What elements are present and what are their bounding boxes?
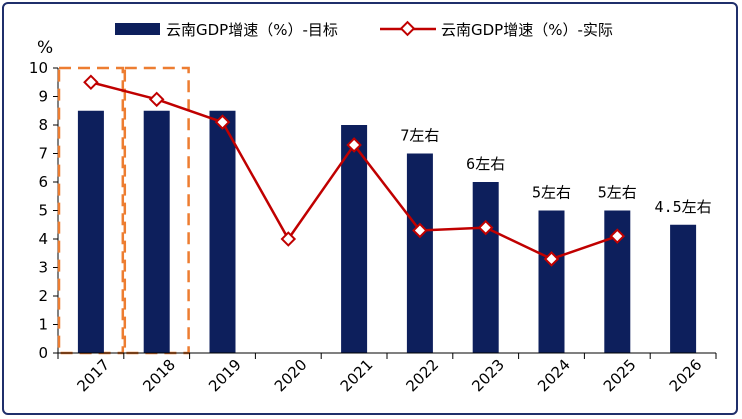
x-tick-label: 2020: [271, 356, 311, 396]
x-tick-label: 2023: [468, 356, 508, 396]
y-tick-label: 5: [38, 202, 48, 220]
x-tick-label: 2025: [600, 356, 640, 396]
bar-annotation: 5左右: [532, 184, 571, 202]
bar: [406, 153, 433, 353]
x-tick-label: 2018: [139, 356, 179, 396]
legend: 云南GDP增速（%）-目标 云南GDP增速（%）-实际: [115, 20, 613, 39]
bar: [670, 224, 697, 353]
y-tick-label: 4: [38, 230, 48, 248]
x-tick-label: 2021: [337, 356, 377, 396]
bar-annotation: 7左右: [400, 127, 439, 145]
y-tick-label: 1: [38, 316, 48, 334]
bar: [472, 182, 499, 353]
line-point: [346, 137, 362, 153]
line-point: [83, 74, 99, 91]
bar: [341, 125, 368, 353]
annotations: 7左右 6左右 5左右 5左右 4.5左右: [400, 127, 711, 216]
line-series: [83, 74, 626, 267]
y-tick-label: 0: [38, 344, 48, 362]
bar: [77, 110, 104, 353]
bar: [538, 210, 565, 353]
legend-swatch-target: [115, 23, 160, 35]
y-tick-label: 10: [29, 59, 48, 77]
line-point: [412, 222, 428, 239]
bar-annotation: 6左右: [466, 155, 505, 173]
x-axis: 2017 2018 2019 2020 2021 2022 2023 2024 2025 2026: [57, 352, 717, 396]
y-tick-label: 6: [38, 173, 48, 191]
x-tick-label: 2026: [666, 356, 706, 396]
x-tick-label: 2019: [205, 356, 245, 396]
legend-label-actual: 云南GDP增速（%）-实际: [441, 21, 613, 39]
y-tick-label: 8: [38, 116, 48, 134]
y-tick-label: 9: [38, 88, 48, 106]
x-tick-label: 2024: [534, 356, 574, 396]
line-point: [543, 251, 560, 267]
line-point: [214, 114, 231, 130]
x-tick-label: 2022: [402, 356, 442, 396]
bar-annotation: 5左右: [598, 184, 637, 202]
line-point: [280, 231, 297, 247]
line-point: [609, 228, 626, 244]
y-tick-label: 3: [38, 259, 48, 277]
y-tick-label: 7: [38, 145, 48, 163]
y-tick-label: 2: [38, 287, 48, 305]
y-unit-label: %: [37, 38, 53, 58]
bar-series: [77, 110, 697, 353]
bar: [143, 110, 170, 353]
bar: [209, 110, 236, 353]
bar-annotation: 4.5左右: [655, 198, 712, 216]
x-tick-label: 2017: [73, 356, 113, 396]
line-point: [148, 91, 165, 108]
legend-marker-actual: [399, 20, 416, 37]
y-axis: 0 1 2 3 4 5 6 7 8 9 10%: [29, 38, 59, 362]
legend-label-target: 云南GDP增速（%）-目标: [166, 21, 338, 39]
line-point: [477, 219, 494, 236]
